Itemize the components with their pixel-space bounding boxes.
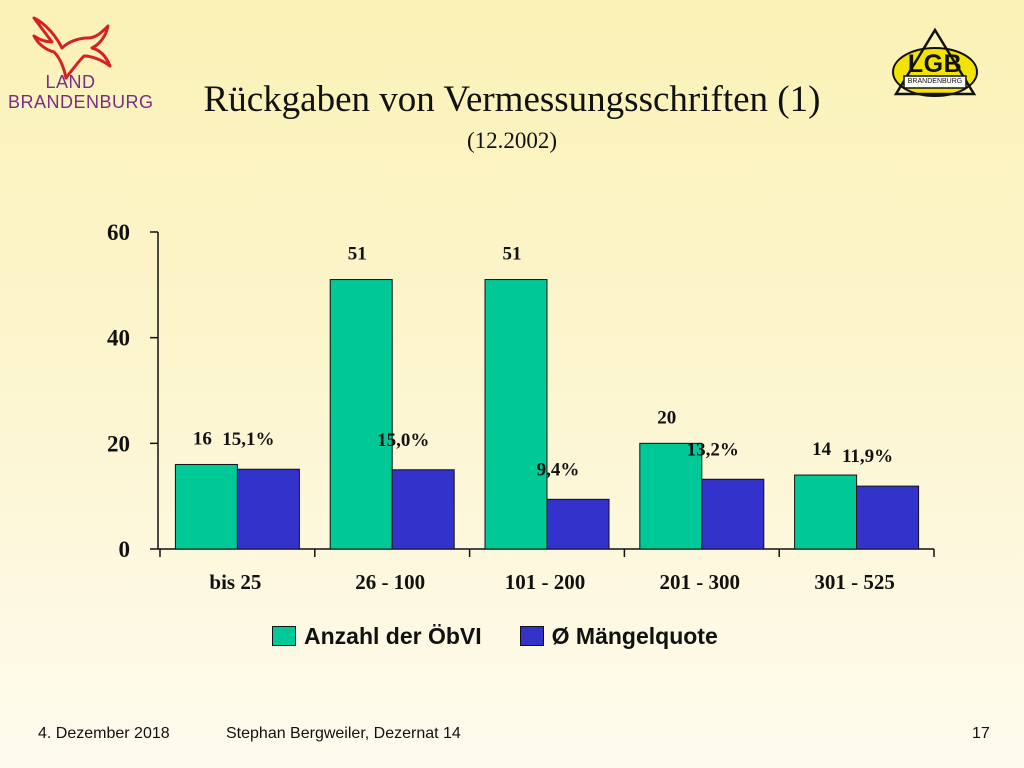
footer-date: 4. Dezember 2018	[38, 725, 170, 742]
data-label-quote: 11,9%	[842, 446, 893, 467]
bar-count	[329, 279, 393, 550]
y-tick-label: 60	[107, 220, 130, 245]
bar-count	[639, 442, 703, 550]
lgb-logo: LGB BRANDENBURG	[890, 28, 980, 98]
slide-title: Rückgaben von Vermessungsschriften (1)	[203, 79, 821, 120]
logo-land-text: LAND	[45, 72, 96, 92]
x-category-label: 301 - 525	[814, 570, 895, 594]
data-label-count: 20	[657, 407, 676, 428]
eagle-icon	[32, 16, 112, 80]
y-tick-label: 40	[107, 326, 130, 351]
legend-swatch	[272, 626, 296, 646]
data-label-count: 51	[348, 244, 367, 265]
bar-count	[484, 279, 548, 550]
legend-item-count: Anzahl der ÖbVI	[272, 623, 482, 650]
data-label-count: 51	[503, 244, 522, 265]
slide-subtitle: (12.2002)	[466, 128, 558, 153]
data-label-count: 14	[812, 439, 832, 460]
data-label-count: 16	[193, 428, 212, 449]
logo-brandenburg-text: BRANDENBURG	[8, 92, 154, 112]
bar-quote	[391, 469, 455, 550]
bar-quote	[546, 498, 610, 550]
legend-item-quote: Ø Mängelquote	[519, 622, 718, 650]
x-category-label: bis 25	[209, 570, 261, 594]
lgb-logo-subtext: BRANDENBURG	[907, 78, 963, 85]
y-tick-label: 20	[107, 431, 130, 456]
bar-count	[794, 474, 858, 550]
bar-chart: 0 20 40 60 16 15,1% bis 25 51 15,0% 26 - 100 51 9,4…	[107, 220, 935, 594]
lgb-triangle-icon	[892, 28, 978, 97]
bar-quote	[701, 478, 765, 550]
legend-label: Ø Mängelquote	[551, 622, 718, 649]
footer-page-number: 17	[972, 725, 990, 742]
land-brandenburg-logo: LAND BRANDENBURG	[8, 14, 154, 114]
bar-quote	[856, 485, 920, 550]
y-tick-label: 0	[119, 537, 131, 562]
footer-author: Stephan Bergweiler, Dezernat 14	[226, 725, 461, 742]
data-label-quote: 13,2%	[687, 439, 739, 460]
bar-quote	[236, 468, 300, 550]
data-label-quote: 15,0%	[377, 430, 429, 451]
legend-swatch	[519, 626, 544, 646]
x-category-label: 201 - 300	[660, 570, 741, 594]
data-label-quote: 15,1%	[222, 429, 274, 450]
chart-legend: Anzahl der ÖbVI Ø Mängelquote	[272, 619, 756, 653]
bar-count	[174, 463, 238, 550]
x-category-label: 26 - 100	[355, 570, 425, 594]
data-label-quote: 9,4%	[537, 459, 580, 480]
legend-label: Anzahl der ÖbVI	[304, 622, 482, 649]
lgb-logo-text: LGB	[907, 50, 963, 78]
x-category-label: 101 - 200	[505, 570, 586, 594]
